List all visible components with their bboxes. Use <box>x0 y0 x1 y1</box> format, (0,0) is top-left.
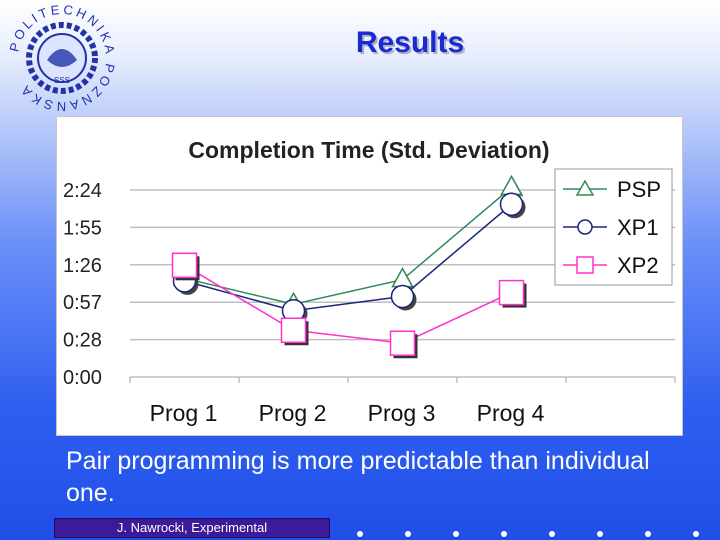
chart-panel: Completion Time (Std. Deviation) 2:24 1:55… <box>56 116 683 436</box>
slide-caption: Pair programming is more predictable tha… <box>66 447 650 507</box>
series-line-xp1 <box>184 203 512 312</box>
data-point-xp2 <box>498 279 525 306</box>
legend-marker-psp <box>575 179 595 196</box>
completion-time-chart: Completion Time (Std. Deviation) 2:24 1:55… <box>63 137 676 426</box>
data-point-xp2 <box>280 317 307 343</box>
footer-dot <box>645 531 651 537</box>
university-logo: SSS POLITECHNIKA POZNANSKA <box>6 2 115 114</box>
footer-dot <box>693 531 699 537</box>
legend-marker-xp2 <box>576 256 594 274</box>
eagle-emblem <box>47 49 77 67</box>
y-tick-label: 0:00 <box>63 367 102 389</box>
x-category-label: Prog 3 <box>368 400 436 426</box>
footer-dot <box>549 531 555 537</box>
y-tick-label: 0:28 <box>63 330 102 352</box>
y-tick-label: 1:55 <box>63 217 102 239</box>
y-tick-label: 0:57 <box>63 292 102 314</box>
footer-dot <box>597 531 603 537</box>
legend-label-psp: PSP <box>617 177 661 202</box>
data-point-psp <box>391 267 414 288</box>
footer-dot <box>453 531 459 537</box>
y-tick-label: 1:26 <box>63 255 102 277</box>
x-category-label: Prog 2 <box>259 400 327 426</box>
slide-title: Results <box>355 26 465 59</box>
legend-marker-xp1 <box>577 219 593 235</box>
gear-ring <box>26 22 98 94</box>
footer-dot <box>501 531 507 537</box>
data-point-psp <box>500 174 523 196</box>
x-category-label: Prog 1 <box>150 400 218 426</box>
data-point-xp1 <box>390 284 415 309</box>
chart-title: Completion Time (Std. Deviation) <box>188 137 549 163</box>
footer-dot <box>405 531 411 537</box>
data-point-xp1 <box>499 192 524 217</box>
data-point-xp2 <box>171 252 198 279</box>
data-point-xp2 <box>389 330 416 356</box>
logo-center-text: SSS <box>54 76 70 85</box>
y-tick-label: 2:24 <box>63 180 102 202</box>
series-line-psp <box>184 186 512 306</box>
series-line-xp2 <box>184 264 512 345</box>
footer-dot <box>357 531 363 537</box>
legend-label-xp1: XP1 <box>617 215 659 240</box>
footer-author: J. Nawrocki, Experimental <box>54 518 330 538</box>
legend-label-xp2: XP2 <box>617 253 659 278</box>
x-category-label: Prog 4 <box>477 400 545 426</box>
